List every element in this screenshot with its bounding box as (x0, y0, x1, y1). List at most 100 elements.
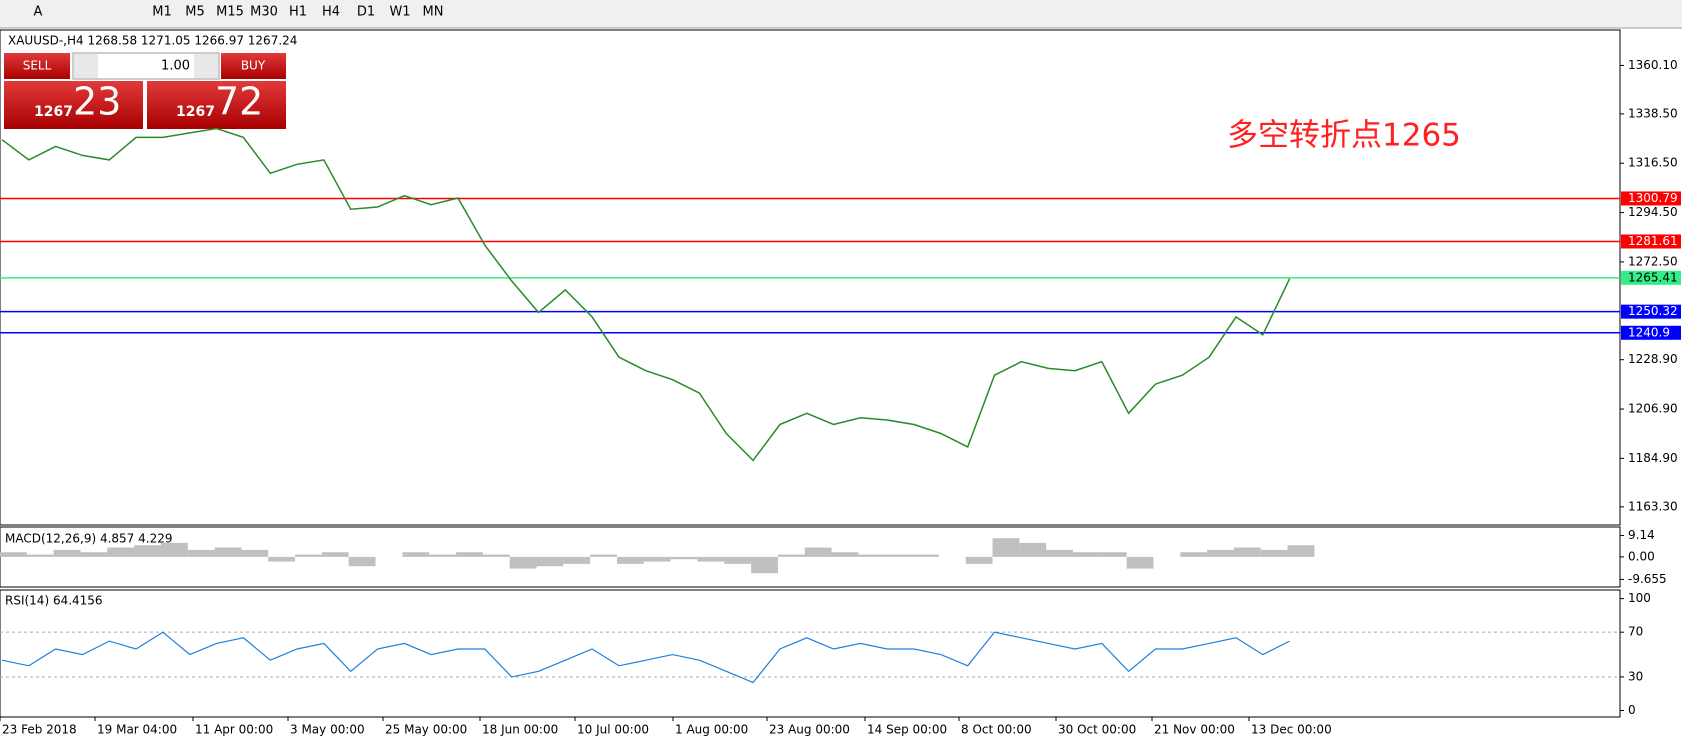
date-label: 19 Mar 04:00 (97, 723, 177, 737)
macd-bar (295, 554, 322, 557)
y-tick-label: 1228.90 (1628, 352, 1678, 366)
date-label: 3 May 00:00 (290, 723, 365, 737)
macd-bar (858, 554, 886, 557)
y-tick-label: 1272.50 (1628, 254, 1678, 268)
macd-bar (134, 545, 161, 557)
date-label: 11 Apr 00:00 (195, 723, 273, 737)
macd-tick-label: -9.655 (1628, 572, 1667, 586)
sell-price-box[interactable] (4, 81, 143, 129)
macd-bar (1207, 549, 1234, 557)
macd-bar (26, 554, 54, 557)
timeframe-button[interactable]: M30 (250, 5, 278, 20)
y-tick-label: 1184.90 (1628, 451, 1678, 465)
macd-bar (885, 554, 913, 557)
timeframe-button[interactable]: MN (423, 5, 444, 20)
buy-price-big: 1267 (176, 104, 215, 120)
date-label: 23 Feb 2018 (2, 723, 77, 737)
macd-bar (1260, 549, 1288, 557)
y-tick-label: 1360.10 (1628, 58, 1678, 72)
macd-bar (751, 556, 778, 574)
level-label: 1265.41 (1628, 270, 1678, 284)
macd-bar (724, 556, 752, 564)
macd-bar (456, 552, 483, 557)
rsi-panel (0, 589, 1621, 718)
macd-bar (187, 549, 215, 557)
sell-label[interactable]: SELL (23, 59, 52, 73)
macd-bar (670, 556, 698, 560)
macd-bar (1073, 552, 1100, 557)
date-label: 25 May 00:00 (385, 723, 467, 737)
macd-bar (804, 547, 832, 557)
level-label: 1281.61 (1628, 234, 1678, 248)
price-line (1, 127, 1291, 462)
timeframe-button[interactable]: H4 (322, 5, 340, 20)
date-label: 1 Aug 00:00 (675, 723, 748, 737)
macd-bar (831, 552, 859, 557)
macd-bar (1099, 552, 1127, 557)
macd-bar (1180, 552, 1208, 557)
macd-bar (616, 556, 644, 564)
macd-bar (482, 554, 510, 557)
timeframe-button[interactable]: H1 (289, 5, 307, 20)
macd-panel (0, 526, 1621, 588)
date-label: 10 Jul 00:00 (577, 723, 649, 737)
timeframe-button[interactable]: W1 (389, 5, 410, 20)
level-label-bg (1621, 325, 1681, 340)
timeframe-button[interactable]: M5 (185, 5, 205, 20)
macd-bar (965, 556, 993, 564)
y-tick-label: 1206.90 (1628, 402, 1678, 416)
level-label: 1240.9 (1628, 325, 1670, 339)
lot-up[interactable] (194, 54, 218, 78)
date-label: 30 Oct 00:00 (1058, 723, 1136, 737)
date-label: 13 Dec 00:00 (1251, 723, 1332, 737)
y-tick-label: 1294.50 (1628, 205, 1678, 219)
macd-bar (563, 556, 591, 564)
macd-bar (1287, 545, 1315, 557)
date-label: 18 Jun 00:00 (482, 723, 558, 737)
symbol-info: XAUUSD-,H4 1268.58 1271.05 1266.97 1267.… (8, 34, 297, 48)
sell-price-big: 1267 (34, 104, 73, 120)
buy-button[interactable] (221, 53, 286, 79)
level-label-bg (1621, 234, 1681, 249)
buy-label[interactable]: BUY (241, 59, 266, 73)
macd-bar (777, 554, 805, 557)
macd-bar (912, 554, 939, 557)
macd-bar (268, 556, 296, 562)
macd-bar (80, 552, 108, 557)
level-label: 1250.32 (1628, 304, 1678, 318)
rsi-tick-label: 30 (1628, 669, 1643, 683)
date-label: 21 Nov 00:00 (1154, 723, 1235, 737)
macd-bar (107, 547, 135, 557)
macd-bar (429, 554, 457, 557)
sell-price-pips: 23 (73, 80, 121, 124)
level-label-bg (1621, 191, 1681, 206)
macd-bar (643, 556, 671, 562)
macd-bar (53, 549, 81, 557)
macd-bar (1046, 549, 1073, 557)
macd-bar (992, 538, 1020, 557)
macd-bar (321, 552, 349, 557)
macd-bar (697, 556, 725, 562)
date-label: 23 Aug 00:00 (769, 723, 850, 737)
macd-bar (1019, 542, 1047, 557)
timeframe-button[interactable]: M1 (152, 5, 172, 20)
y-tick-label: 1316.50 (1628, 156, 1678, 170)
macd-bar (214, 547, 242, 557)
macd-tick-label: 0.00 (1628, 549, 1655, 563)
level-label: 1300.79 (1628, 191, 1678, 205)
tool-icon[interactable]: A (34, 5, 43, 20)
macd-bar (536, 556, 564, 567)
y-tick-label: 1163.30 (1628, 499, 1678, 513)
date-label: 8 Oct 00:00 (961, 723, 1032, 737)
date-label: 14 Sep 00:00 (867, 723, 947, 737)
timeframe-button[interactable]: D1 (357, 5, 375, 20)
buy-price-box[interactable] (147, 81, 286, 129)
macd-bar (1126, 556, 1154, 569)
level-label-bg (1621, 270, 1681, 285)
y-tick-label: 1338.50 (1628, 106, 1678, 120)
lot-value[interactable]: 1.00 (161, 59, 190, 74)
sell-button[interactable] (4, 53, 70, 79)
lot-down[interactable] (74, 54, 98, 78)
timeframe-button[interactable]: M15 (216, 5, 244, 20)
